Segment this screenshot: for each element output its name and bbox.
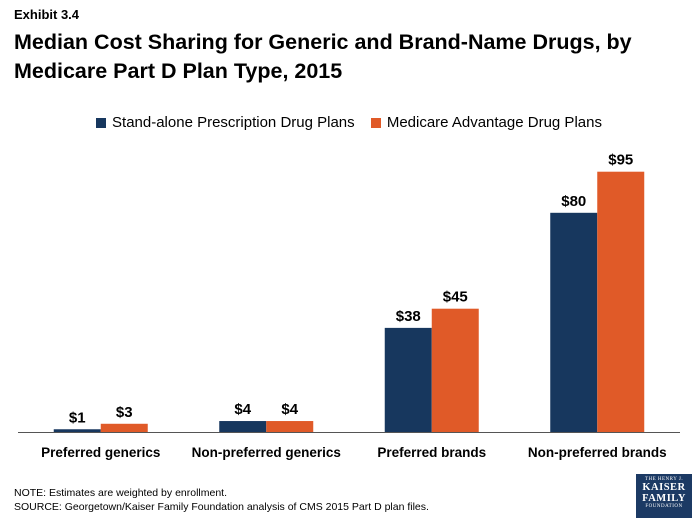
legend-swatch-standalone [96,117,107,128]
data-label-standalone-1: $4 [234,401,251,418]
bar-standalone-1 [219,421,267,432]
bar-advantage-3 [597,171,645,432]
kff-logo: THE HENRY J. KAISER FAMILY FOUNDATION [636,474,692,518]
category-label-2: Preferred brands [377,445,486,460]
legend-label-standalone: Stand-alone Prescription Drug Plans [112,114,355,131]
bar-advantage-2 [431,308,479,432]
category-label-0: Preferred generics [41,445,160,460]
chart-title: Median Cost Sharing for Generic and Bran… [14,30,632,83]
bar-standalone-0 [53,429,101,432]
category-label-1: Non-preferred generics [192,445,341,460]
bar-standalone-3 [550,212,598,432]
data-label-advantage-3: $95 [608,152,633,169]
legend: Stand-alone Prescription Drug Plans Medi… [0,114,698,132]
category-label-3: Non-preferred brands [528,445,667,460]
data-label-standalone-3: $80 [561,193,586,210]
note-text: NOTE: Estimates are weighted by enrollme… [14,487,228,499]
legend-item-standalone: Stand-alone Prescription Drug Plans [96,114,355,131]
data-label-standalone-2: $38 [396,308,421,325]
bar-advantage-1 [266,421,314,432]
exhibit-label: Exhibit 3.4 [14,7,80,22]
data-label-advantage-1: $4 [281,401,298,418]
source-text: SOURCE: Georgetown/Kaiser Family Foundat… [14,501,429,513]
data-label-standalone-0: $1 [69,409,86,426]
footnote: NOTE: Estimates are weighted by enrollme… [14,486,429,514]
legend-item-advantage: Medicare Advantage Drug Plans [370,114,602,131]
bar-advantage-0 [100,423,148,432]
data-label-advantage-0: $3 [116,404,133,421]
legend-label-advantage: Medicare Advantage Drug Plans [386,114,602,131]
legend-swatch-advantage [370,117,381,128]
data-label-advantage-2: $45 [443,289,468,306]
bar-standalone-2 [384,327,432,432]
bar-chart: $1 $3 Preferred generics $4 $4 Non-preferred … [18,152,680,460]
